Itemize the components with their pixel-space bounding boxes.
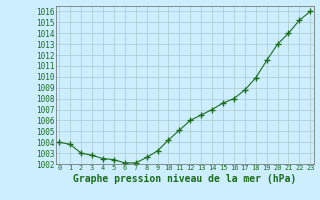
X-axis label: Graphe pression niveau de la mer (hPa): Graphe pression niveau de la mer (hPa) bbox=[73, 174, 296, 184]
